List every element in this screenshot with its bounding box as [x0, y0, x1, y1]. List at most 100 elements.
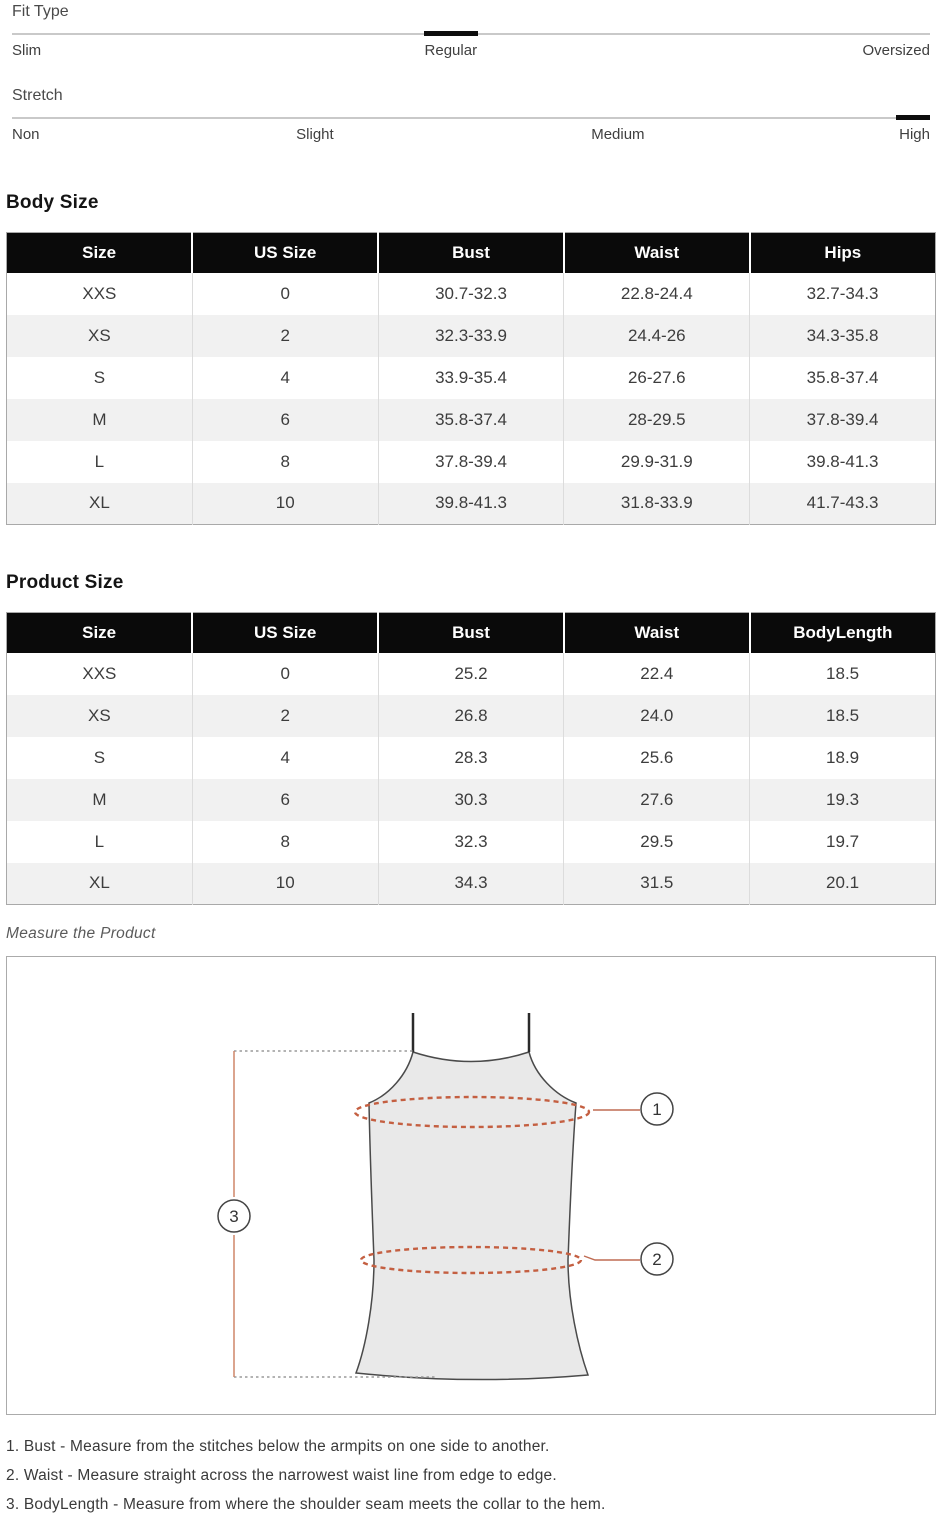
waist-measure-ellipse — [359, 1245, 583, 1275]
stretch-option-slight: Slight — [296, 126, 334, 143]
cell: 6 — [192, 778, 379, 821]
stretch-label: Stretch — [12, 87, 63, 104]
stretch-option-high: High — [899, 126, 930, 143]
cell: 24.0 — [563, 694, 751, 737]
cell: 33.9-35.4 — [378, 356, 565, 399]
cell: XL — [6, 482, 193, 525]
table-row: XXS 0 30.7-32.3 22.8-24.4 32.7-34.3 — [6, 272, 936, 315]
cell: L — [6, 440, 193, 483]
cell: 19.3 — [826, 789, 860, 809]
fit-stretch-panel: Fit Type Slim Regular Oversized Stretch … — [0, 0, 942, 145]
cell: 27.6 — [563, 778, 751, 821]
cell: 31.8-33.9 — [563, 482, 751, 525]
body-size-header-size: Size — [6, 232, 194, 273]
fit-type-label: Fit Type — [12, 3, 69, 20]
cell: 28-29.5 — [563, 398, 751, 441]
measurement-notes: 1. Bust - Measure from the stitches belo… — [6, 1432, 942, 1519]
cell: 26.8 — [378, 694, 565, 737]
body-size-header-bust: Bust — [378, 232, 565, 273]
cell: XS — [6, 694, 193, 737]
cell: 39.8-41.3 — [378, 482, 565, 525]
cell: 19.7 — [826, 831, 860, 851]
cell: 10 — [192, 862, 379, 905]
cell: 22.8-24.4 — [563, 272, 751, 315]
cell: 31.5 — [563, 862, 751, 905]
body-size-title: Body Size — [6, 192, 99, 213]
cell: 18.9 — [826, 747, 860, 767]
cell: 2 — [192, 314, 379, 357]
body-size-header-waist: Waist — [563, 232, 751, 273]
cell: 28.3 — [378, 736, 565, 779]
cell: 4 — [192, 356, 379, 399]
cell: 39.8-41.3 — [806, 451, 879, 471]
cell: 18.5 — [826, 663, 860, 683]
cell: 0 — [192, 272, 379, 315]
callout-number-3: 3 — [229, 1207, 238, 1226]
body-size-header-row: Size US Size Bust Waist Hips — [6, 232, 936, 273]
cell: 25.2 — [378, 652, 565, 695]
callout-circle-3 — [217, 1199, 251, 1233]
cell: 26-27.6 — [563, 356, 751, 399]
product-size-table: Size US Size Bust Waist BodyLength XXS 0 2… — [6, 612, 936, 905]
cell: 8 — [192, 820, 379, 863]
cell: S — [6, 736, 193, 779]
cell: 2 — [192, 694, 379, 737]
cell: 10 — [192, 482, 379, 525]
camisole-diagram-svg: 1 2 3 — [217, 1013, 674, 1381]
fit-type-option-regular: Regular — [424, 42, 478, 59]
cell: 32.3-33.9 — [378, 314, 565, 357]
fit-type-track — [12, 31, 930, 36]
fit-type-option-slim: Slim — [12, 42, 42, 59]
table-row: L 8 37.8-39.4 29.9-31.9 39.8-41.3 — [6, 440, 936, 483]
table-row: XS 2 26.8 24.0 18.5 — [6, 694, 936, 737]
table-row: XL 10 39.8-41.3 31.8-33.9 41.7-43.3 — [6, 482, 936, 525]
cell: 37.8-39.4 — [378, 440, 565, 483]
fit-type-option-oversized: Oversized — [862, 42, 930, 59]
product-size-title: Product Size — [6, 572, 124, 593]
cell: 29.9-31.9 — [563, 440, 751, 483]
cell: 34.3 — [378, 862, 565, 905]
stretch-options: Non Slight Medium High — [12, 126, 930, 145]
fit-type-options: Slim Regular Oversized — [12, 42, 930, 61]
cell: 25.6 — [563, 736, 751, 779]
table-row: S 4 33.9-35.4 26-27.6 35.8-37.4 — [6, 356, 936, 399]
measure-product-title: Measure the Product — [6, 925, 156, 942]
cell: 18.5 — [826, 705, 860, 725]
note-waist: 2. Waist - Measure straight across the n… — [6, 1467, 557, 1484]
cell: XL — [6, 862, 193, 905]
table-row: XS 2 32.3-33.9 24.4-26 34.3-35.8 — [6, 314, 936, 357]
cell: M — [6, 398, 193, 441]
cell: 41.7-43.3 — [806, 493, 879, 513]
cell: 35.8-37.4 — [806, 367, 879, 387]
stretch-track — [12, 115, 930, 120]
stretch-option-non: Non — [12, 126, 40, 143]
table-row: M 6 35.8-37.4 28-29.5 37.8-39.4 — [6, 398, 936, 441]
note-bust: 1. Bust - Measure from the stitches belo… — [6, 1438, 550, 1455]
product-size-header-waist: Waist — [563, 612, 751, 653]
body-size-header-hips: Hips — [749, 232, 936, 273]
cell: XXS — [6, 272, 193, 315]
table-row: L 8 32.3 29.5 19.7 — [6, 820, 936, 863]
stretch-option-medium: Medium — [591, 126, 645, 143]
fit-type-marker — [423, 31, 478, 36]
callout-number-1: 1 — [652, 1100, 661, 1119]
callout-number-2: 2 — [652, 1250, 661, 1269]
cell: 37.8-39.4 — [806, 409, 879, 429]
note-bodylength: 3. BodyLength - Measure from where the s… — [6, 1496, 606, 1513]
cell: 20.1 — [826, 873, 860, 893]
cell: 0 — [192, 652, 379, 695]
product-size-header-row: Size US Size Bust Waist BodyLength — [6, 612, 936, 653]
product-size-header-size: Size — [6, 612, 194, 653]
cell: S — [6, 356, 193, 399]
cell: 35.8-37.4 — [378, 398, 565, 441]
cell: 32.7-34.3 — [806, 283, 879, 303]
table-row: XL 10 34.3 31.5 20.1 — [6, 862, 936, 905]
body-size-table: Size US Size Bust Waist Hips XXS 0 30.7-32… — [6, 232, 936, 525]
product-size-header-bodylength: BodyLength — [749, 612, 936, 653]
cell: 8 — [192, 440, 379, 483]
callout-circle-2 — [640, 1242, 674, 1276]
product-size-header-us-size: US Size — [192, 612, 380, 653]
cell: 6 — [192, 398, 379, 441]
body-size-header-us-size: US Size — [192, 232, 380, 273]
cell: 22.4 — [563, 652, 751, 695]
